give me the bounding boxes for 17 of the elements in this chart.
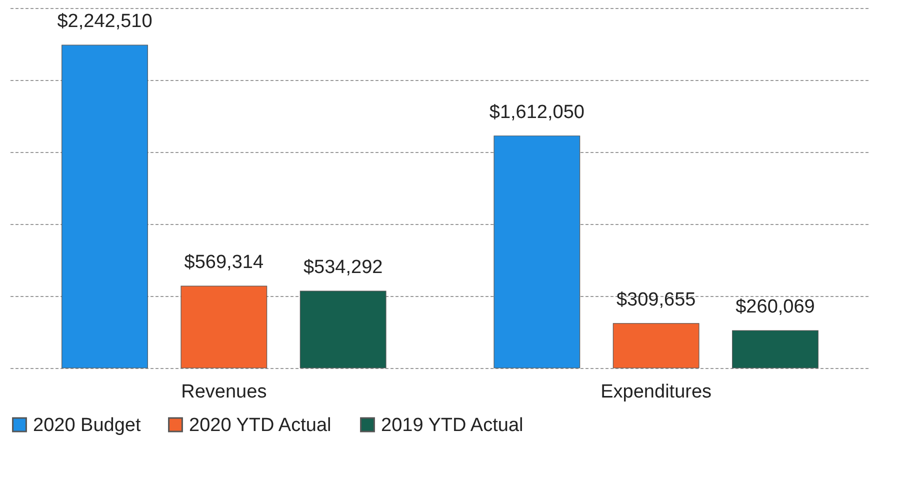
- data-label: $1,612,050: [489, 102, 584, 123]
- bar: [62, 44, 148, 368]
- bar: [612, 323, 700, 368]
- data-label: $569,314: [184, 252, 264, 274]
- data-label: $2,242,510: [57, 11, 152, 32]
- bar: [300, 290, 386, 368]
- bar: [494, 136, 580, 368]
- data-label: $534,292: [303, 257, 383, 278]
- bar: [180, 286, 268, 368]
- bar: [732, 330, 818, 368]
- data-label: $309,655: [616, 289, 696, 310]
- x-tick-label: Revenues: [181, 382, 267, 402]
- legend-label: 2019 YTD Actual: [381, 414, 524, 436]
- legend-label: 2020 YTD Actual: [189, 414, 332, 436]
- x-tick-label: Expenditures: [600, 382, 712, 402]
- data-label: $260,069: [736, 296, 815, 318]
- legend-label: 2020 Budget: [33, 414, 142, 436]
